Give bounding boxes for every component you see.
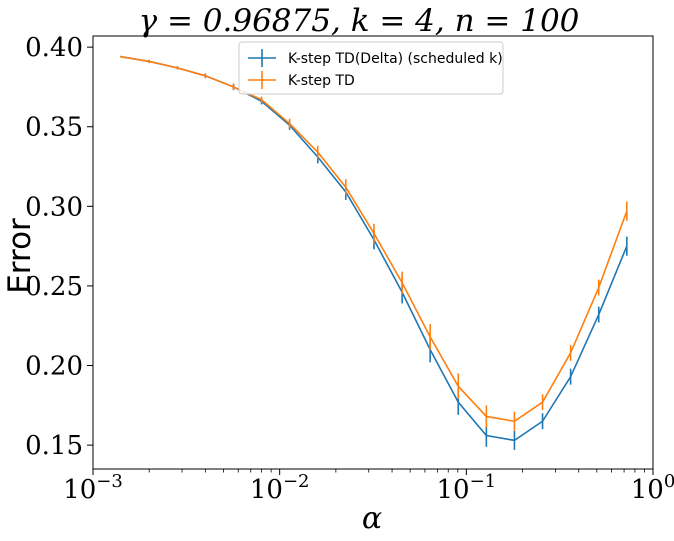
legend-box [238, 41, 504, 95]
x-tick-label: 10−1 [437, 471, 497, 505]
x-tick-label: 100 [631, 471, 674, 505]
chart-title-text: γ = 0.96875, k = 4, n = 100 [139, 3, 580, 39]
y-axis: 0.15 0.20 0.25 0.30 0.35 0.40 [25, 33, 93, 461]
x-tick-label: 10−2 [250, 471, 310, 505]
plot-area [120, 55, 628, 450]
series-1 [120, 55, 628, 450]
legend-entry: K-step TD(Delta) (scheduled k) [248, 49, 503, 67]
legend-entry: K-step TD [248, 71, 355, 89]
y-tick-label: 0.35 [25, 113, 83, 143]
y-tick-label: 0.30 [25, 192, 83, 222]
chart-title: γ = 0.96875, k = 4, n = 100 [139, 3, 580, 39]
y-tick-label: 0.40 [25, 33, 83, 63]
series-2 [120, 55, 628, 431]
y-tick-label: 0.15 [25, 431, 83, 461]
legend-label: K-step TD(Delta) (scheduled k) [288, 51, 503, 67]
y-axis-label: Error [2, 218, 38, 294]
x-axis-label: α [362, 501, 382, 536]
y-tick-label: 0.25 [25, 272, 83, 302]
legend-label: K-step TD [288, 73, 355, 89]
axes-frame [92, 35, 654, 470]
y-tick-label: 0.20 [25, 352, 83, 382]
x-axis: 10−3 10−2 10−1 100 [63, 469, 674, 505]
x-tick-label: 10−3 [63, 471, 123, 505]
legend: K-step TD(Delta) (scheduled k) K-step TD [238, 41, 504, 95]
